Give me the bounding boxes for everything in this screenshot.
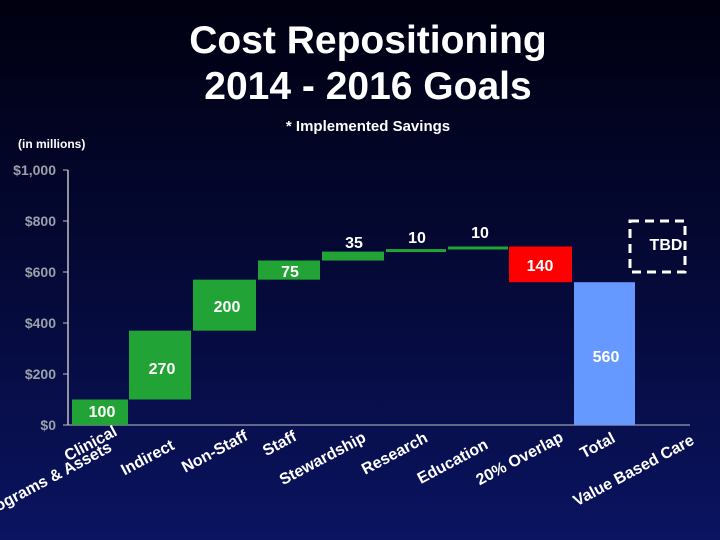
y-tick-label: $0 — [40, 417, 56, 433]
bar-non-staff — [193, 279, 256, 331]
x-tick-label: Total — [578, 430, 619, 462]
title-line-2: 2014 - 2016 Goals — [204, 65, 532, 108]
title-line-1: Cost Repositioning — [189, 19, 547, 62]
bar-research — [386, 249, 446, 253]
data-label: 100 — [89, 404, 116, 421]
x-tick-label: Indirect — [118, 437, 178, 479]
data-label: 10 — [471, 225, 489, 242]
x-tick-label: 20% Overlap — [473, 429, 566, 489]
data-label: 270 — [149, 361, 176, 378]
y-tick-label: $1,000 — [13, 162, 56, 178]
units-label: (in millions) — [18, 137, 86, 151]
chart-subtitle: * Implemented Savings — [285, 118, 451, 135]
data-label: 35 — [345, 235, 363, 252]
data-label: 140 — [527, 258, 554, 275]
data-label: 200 — [214, 299, 241, 316]
y-tick-label: $200 — [25, 366, 56, 382]
data-labels: 100 270 200 75 35 10 10 140 560 TBD — [89, 225, 683, 421]
chart-title: Cost Repositioning 2014 - 2016 Goals — [80, 18, 656, 110]
y-tick-label: $400 — [25, 315, 56, 331]
bar-value-based-care-tbd — [628, 219, 687, 274]
bar-clinical-programs-assets — [72, 399, 128, 425]
x-tick-label: Staff — [260, 428, 300, 460]
x-tick-label: Programs & Assets — [0, 439, 115, 523]
data-label: 560 — [593, 349, 620, 366]
data-label: 10 — [408, 230, 426, 247]
bar-indirect — [129, 330, 191, 400]
bar-total — [574, 282, 635, 425]
x-tick-label: Non-Staff — [179, 427, 251, 476]
data-label: TBD — [650, 237, 683, 254]
y-tick-label: $600 — [25, 264, 56, 280]
data-label: 75 — [281, 264, 299, 281]
bar-20-overlap — [509, 246, 572, 283]
y-tick-label: $800 — [25, 213, 56, 229]
bar-stewardship — [322, 251, 384, 261]
bar-staff — [258, 260, 320, 280]
bar-education — [448, 246, 508, 250]
bar-series — [72, 219, 687, 425]
